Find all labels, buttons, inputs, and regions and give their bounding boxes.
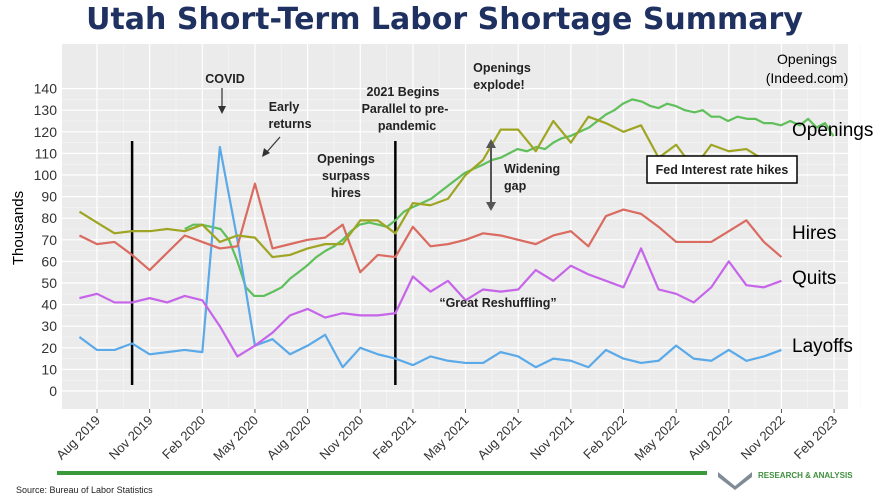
series-line-indeed	[184, 98, 835, 298]
series-line-openings	[78, 115, 782, 259]
widening-line-2: gap	[504, 179, 527, 193]
x-tick-label: Feb 2022	[580, 413, 629, 462]
x-tick-label: Feb 2021	[370, 413, 419, 462]
early-returns-line-1: Early	[269, 100, 300, 114]
y-tick-label: 40	[41, 297, 57, 313]
begins-2021-line-2: Parallel to pre-	[362, 102, 449, 116]
y-tick-label: 50	[41, 275, 57, 291]
widening-up-arrowhead-icon	[486, 139, 496, 148]
y-tick-label: 10	[41, 361, 57, 377]
series-label-quits: Quits	[792, 268, 836, 289]
y-tick-label: 90	[41, 189, 57, 205]
fed-box	[646, 155, 798, 184]
series-line-quits	[79, 247, 782, 358]
series-label-openings: Openings	[792, 120, 873, 141]
x-tick-label: May 2020	[210, 413, 261, 464]
source-note: Source: Bureau of Labor Statistics	[16, 485, 153, 495]
y-tick-label: 20	[41, 340, 57, 356]
plot-panel	[62, 44, 848, 409]
x-tick-label: Nov 2019	[106, 413, 156, 463]
surpass-line-1: Openings	[317, 152, 375, 166]
early-returns-arrow	[265, 136, 281, 154]
series-label-layoffs: Layoffs	[792, 336, 853, 357]
x-tick-label: Aug 2022	[685, 413, 735, 463]
page-title: Utah Short-Term Labor Shortage Summary	[86, 2, 803, 37]
x-tick-label: Nov 2021	[527, 413, 577, 463]
fed-box-label: Fed Interest rate hikes	[656, 163, 789, 177]
y-tick-label: 120	[34, 124, 58, 140]
y-axis-label: Thousands	[10, 191, 27, 265]
x-tick-label: Nov 2022	[738, 413, 788, 463]
y-tick-label: 70	[41, 232, 57, 248]
explode-line-2: explode!	[473, 78, 524, 92]
explode-line-1: Openings	[473, 61, 531, 75]
y-tick-label: 130	[34, 102, 58, 118]
x-axis-ticks: Aug 2019 Nov 2019 Feb 2020 May 2020 Aug 2020…	[53, 409, 840, 463]
widening-line-1: Widening	[504, 162, 560, 176]
y-tick-label: 140	[34, 81, 58, 97]
series-line-hires	[78, 182, 783, 274]
y-tick-label: 60	[41, 253, 57, 269]
x-tick-label: Aug 2019	[53, 413, 103, 463]
x-tick-label: Nov 2020	[316, 413, 366, 463]
org-label: RESEARCH & ANALYSIS	[758, 471, 853, 480]
early-returns-arrowhead-icon	[262, 148, 270, 157]
great-reshuffling-annotation: “Great Reshuffling”	[439, 296, 556, 310]
org-logo-icon	[718, 472, 752, 490]
covid-annotation: COVID	[205, 72, 245, 86]
y-tick-label: 80	[41, 210, 57, 226]
widening-down-arrowhead-icon	[486, 202, 496, 211]
begins-2021-line-1: 2021 Begins	[367, 85, 440, 99]
x-tick-label: May 2021	[421, 413, 472, 464]
indeed-label-line-1: Openings	[777, 51, 837, 67]
series-line-layoffs	[78, 145, 782, 369]
surpass-line-2: surpass	[322, 169, 370, 183]
surpass-line-3: hires	[331, 186, 361, 200]
x-tick-label: Aug 2020	[264, 413, 314, 463]
y-tick-label: 0	[49, 383, 57, 399]
series-label-hires: Hires	[792, 223, 836, 244]
begins-2021-line-3: pandemic	[378, 119, 436, 133]
early-returns-line-2: returns	[268, 117, 311, 131]
indeed-label-line-2: (Indeed.com)	[766, 70, 848, 86]
covid-arrowhead-icon	[218, 106, 226, 114]
y-tick-label: 110	[35, 145, 58, 161]
footer-green-bar	[57, 471, 707, 475]
x-tick-label: Aug 2021	[474, 413, 524, 463]
x-tick-label: Feb 2020	[159, 413, 208, 462]
y-tick-label: 30	[41, 318, 57, 334]
series-lines	[78, 98, 835, 369]
y-axis-ticks: 0 10 20 30 40 50 60 70 80 90 100 110 120 130 140	[34, 81, 58, 399]
x-tick-label: Feb 2023	[791, 413, 840, 462]
y-tick-label: 100	[34, 167, 58, 183]
major-gridlines	[62, 44, 848, 409]
x-tick-label: May 2022	[631, 413, 682, 464]
